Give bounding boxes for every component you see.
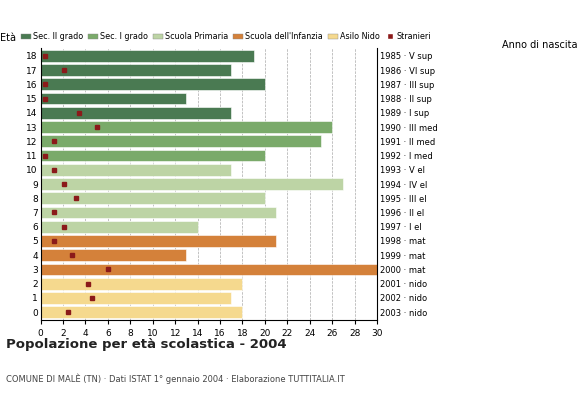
Bar [41, 235, 276, 247]
Bar [41, 136, 321, 147]
Bar [41, 64, 231, 76]
Bar [41, 107, 231, 119]
Bar [41, 121, 332, 133]
Bar [41, 264, 377, 275]
Bar [41, 292, 231, 304]
Bar [41, 178, 343, 190]
Bar [41, 278, 242, 290]
Bar [41, 207, 276, 218]
Bar [41, 93, 186, 104]
Text: COMUNE DI MALÈ (TN) · Dati ISTAT 1° gennaio 2004 · Elaborazione TUTTITALIA.IT: COMUNE DI MALÈ (TN) · Dati ISTAT 1° genn… [6, 374, 345, 384]
Bar [41, 221, 198, 232]
Bar [41, 150, 265, 161]
Text: Anno di nascita: Anno di nascita [502, 40, 577, 50]
Bar [41, 249, 186, 261]
Text: Età: Età [0, 32, 16, 42]
Bar [41, 78, 265, 90]
Legend: Sec. II grado, Sec. I grado, Scuola Primaria, Scuola dell'Infanzia, Asilo Nido, : Sec. II grado, Sec. I grado, Scuola Prim… [21, 32, 432, 41]
Bar [41, 50, 253, 62]
Text: Popolazione per età scolastica - 2004: Popolazione per età scolastica - 2004 [6, 338, 287, 351]
Bar [41, 306, 242, 318]
Bar [41, 164, 231, 176]
Bar [41, 192, 265, 204]
